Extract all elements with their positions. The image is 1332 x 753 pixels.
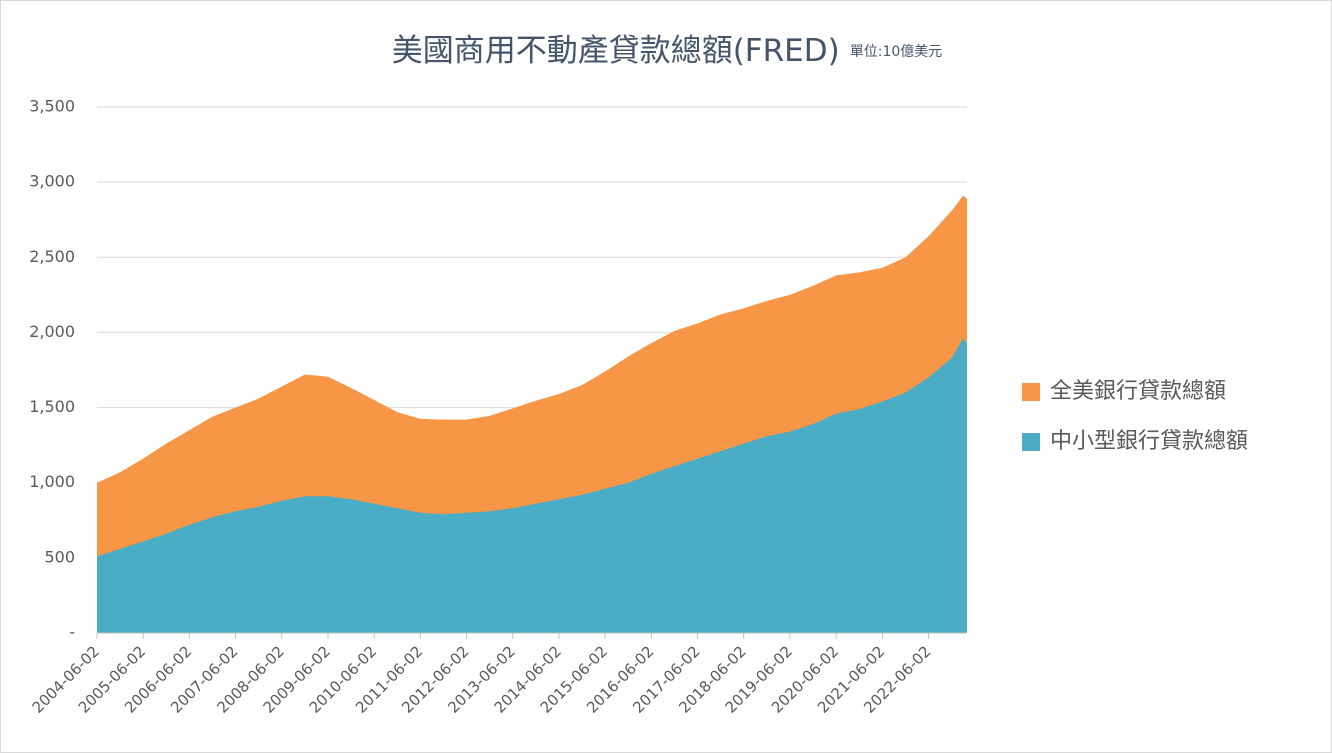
legend-swatch <box>1022 383 1040 401</box>
y-tick-label: 2,500 <box>29 247 75 266</box>
y-tick-label: 500 <box>44 547 75 566</box>
y-tick-label: 1,500 <box>29 397 75 416</box>
y-tick-label: 3,000 <box>29 172 75 191</box>
chart-title: 美國商用不動產貸款總額(FRED) <box>392 33 840 69</box>
y-tick-label: 2,000 <box>29 322 75 341</box>
area <box>97 338 967 633</box>
chart-subtitle: 單位:10億美元 <box>850 44 943 60</box>
y-tick-label: 1,000 <box>29 472 75 491</box>
legend-label: 中小型銀行貸款總額 <box>1050 429 1248 454</box>
legend-swatch <box>1022 433 1040 451</box>
y-tick-label: 3,500 <box>29 97 75 116</box>
y-tick-label: - <box>69 623 75 642</box>
chart-heading: 美國商用不動產貸款總額(FRED) 單位:10億美元 <box>392 33 943 69</box>
legend-label: 全美銀行貸款總額 <box>1050 379 1226 404</box>
